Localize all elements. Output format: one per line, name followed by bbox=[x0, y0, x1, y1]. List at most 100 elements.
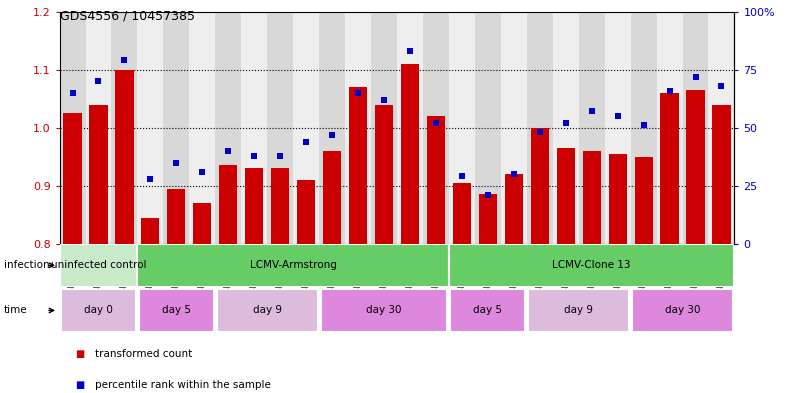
Bar bbox=[528, 289, 629, 332]
Bar bbox=[115, 70, 133, 244]
Point bbox=[222, 148, 235, 154]
Bar bbox=[453, 183, 471, 244]
Point bbox=[715, 83, 728, 89]
Bar bbox=[530, 128, 549, 244]
Point bbox=[248, 152, 260, 159]
Bar bbox=[371, 12, 397, 244]
Bar bbox=[661, 93, 679, 244]
Bar bbox=[449, 244, 734, 287]
Bar bbox=[189, 12, 215, 244]
Bar bbox=[86, 12, 111, 244]
Bar bbox=[245, 168, 264, 244]
Bar bbox=[450, 289, 526, 332]
Point bbox=[560, 120, 572, 126]
Text: day 9: day 9 bbox=[252, 305, 282, 316]
Text: day 30: day 30 bbox=[665, 305, 700, 316]
Point bbox=[92, 78, 105, 84]
Bar bbox=[345, 12, 371, 244]
Point bbox=[456, 173, 468, 180]
Bar bbox=[479, 195, 497, 244]
Bar bbox=[401, 64, 419, 244]
Bar bbox=[634, 157, 653, 244]
Point bbox=[638, 122, 650, 129]
Text: day 5: day 5 bbox=[162, 305, 191, 316]
Bar bbox=[397, 12, 423, 244]
Bar bbox=[297, 180, 315, 244]
Point bbox=[144, 176, 156, 182]
Point bbox=[66, 90, 79, 96]
Bar bbox=[687, 90, 704, 244]
Text: LCMV-Clone 13: LCMV-Clone 13 bbox=[553, 260, 631, 270]
Bar bbox=[137, 244, 449, 287]
Bar bbox=[321, 289, 447, 332]
Bar bbox=[115, 70, 133, 244]
Point bbox=[300, 138, 313, 145]
Bar bbox=[349, 87, 367, 244]
Point bbox=[378, 97, 391, 103]
Point bbox=[326, 132, 338, 138]
Bar bbox=[583, 151, 601, 244]
Bar bbox=[241, 12, 268, 244]
Point bbox=[430, 120, 442, 126]
Bar bbox=[712, 105, 730, 244]
Bar bbox=[634, 157, 653, 244]
Bar bbox=[323, 151, 341, 244]
Text: day 0: day 0 bbox=[84, 305, 113, 316]
Bar bbox=[193, 203, 211, 244]
Bar bbox=[219, 165, 237, 244]
Point bbox=[689, 73, 702, 80]
Bar bbox=[712, 105, 730, 244]
Bar bbox=[168, 189, 186, 244]
Bar bbox=[164, 12, 189, 244]
Bar bbox=[90, 105, 107, 244]
Bar bbox=[323, 151, 341, 244]
Bar bbox=[530, 128, 549, 244]
Point bbox=[352, 90, 364, 96]
Bar bbox=[271, 168, 289, 244]
Bar bbox=[219, 165, 237, 244]
Bar bbox=[427, 116, 445, 244]
Bar bbox=[319, 12, 345, 244]
Bar bbox=[475, 12, 501, 244]
Text: uninfected control: uninfected control bbox=[51, 260, 146, 270]
Bar bbox=[708, 12, 734, 244]
Bar bbox=[139, 289, 214, 332]
Bar bbox=[630, 12, 657, 244]
Bar bbox=[60, 244, 137, 287]
Bar bbox=[193, 203, 211, 244]
Point bbox=[170, 159, 183, 165]
Bar bbox=[605, 12, 630, 244]
Text: ■: ■ bbox=[75, 349, 85, 359]
Point bbox=[481, 192, 494, 198]
Point bbox=[663, 88, 676, 94]
Bar bbox=[557, 148, 575, 244]
Bar bbox=[505, 174, 523, 244]
Bar bbox=[608, 154, 626, 244]
Point bbox=[196, 169, 209, 175]
Bar bbox=[687, 90, 704, 244]
Bar bbox=[423, 12, 449, 244]
Bar bbox=[427, 116, 445, 244]
Text: transformed count: transformed count bbox=[95, 349, 192, 359]
Bar bbox=[60, 12, 86, 244]
Text: time: time bbox=[4, 305, 28, 316]
Bar bbox=[375, 105, 393, 244]
Bar bbox=[141, 218, 160, 244]
Bar bbox=[90, 105, 107, 244]
Bar bbox=[401, 64, 419, 244]
Bar bbox=[111, 12, 137, 244]
Bar bbox=[215, 12, 241, 244]
Bar bbox=[217, 289, 318, 332]
Text: day 30: day 30 bbox=[366, 305, 402, 316]
Bar bbox=[61, 289, 136, 332]
Bar bbox=[245, 168, 264, 244]
Bar bbox=[501, 12, 526, 244]
Point bbox=[403, 48, 416, 54]
Bar bbox=[526, 12, 553, 244]
Bar bbox=[683, 12, 708, 244]
Bar bbox=[375, 105, 393, 244]
Point bbox=[274, 152, 287, 159]
Bar bbox=[64, 113, 82, 244]
Bar bbox=[453, 183, 471, 244]
Point bbox=[585, 108, 598, 115]
